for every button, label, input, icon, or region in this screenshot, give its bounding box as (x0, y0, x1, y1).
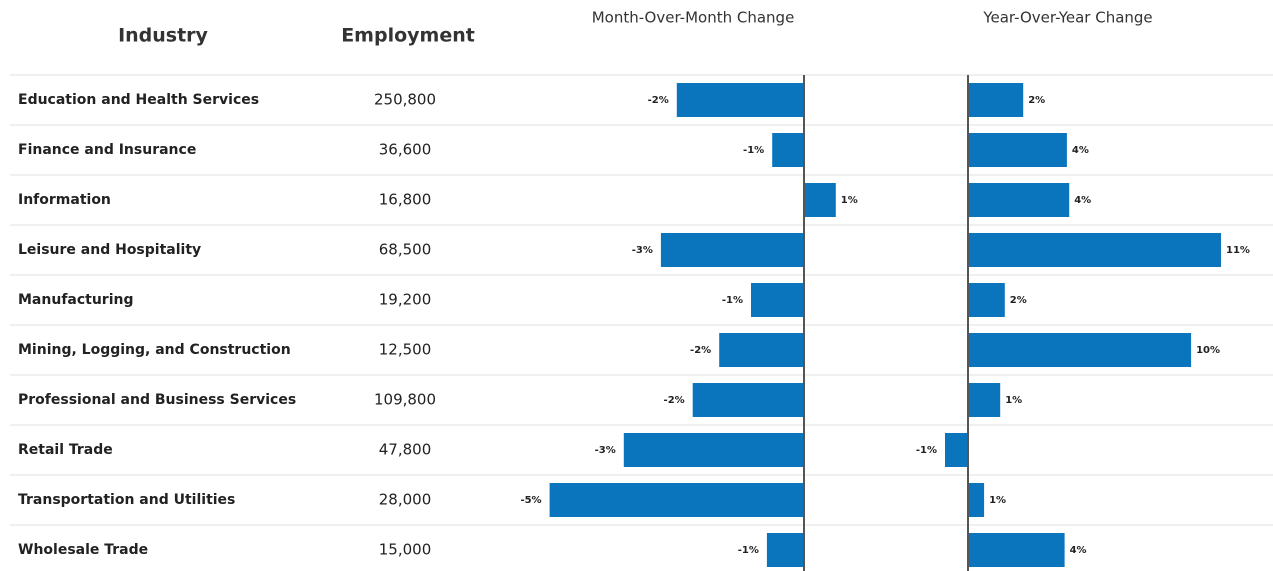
column-header: Year-Over-Year Change (982, 9, 1152, 27)
bar (968, 283, 1005, 317)
industry: Transportation and Utilities (18, 492, 235, 508)
bar (968, 533, 1065, 567)
employment: 15,000 (379, 541, 432, 559)
bar (968, 183, 1070, 217)
value-label: -2% (648, 95, 669, 106)
industry: Information (18, 192, 111, 208)
value-label: -2% (690, 345, 711, 356)
bar (968, 483, 985, 517)
bar (766, 533, 804, 567)
value-label: -5% (520, 495, 541, 506)
bar (751, 283, 804, 317)
industry: Leisure and Hospitality (18, 242, 201, 258)
bar (968, 233, 1221, 267)
employment: 68,500 (379, 241, 432, 259)
bar (968, 83, 1024, 117)
industry: Finance and Insurance (18, 142, 196, 158)
employment: 109,800 (374, 391, 436, 409)
value-label: 2% (1028, 95, 1045, 106)
employment: 16,800 (379, 191, 432, 209)
column-header: Industry (118, 25, 208, 47)
value-label: 1% (841, 195, 858, 206)
value-label: -1% (743, 145, 764, 156)
column-header: Employment (341, 25, 475, 47)
value-label: 1% (1005, 395, 1022, 406)
value-label: -2% (664, 395, 685, 406)
employment: 28,000 (379, 491, 432, 509)
industry: Professional and Business Services (18, 392, 296, 408)
bar (772, 133, 804, 167)
value-label: 10% (1196, 345, 1220, 356)
bar (549, 483, 804, 517)
value-label: -1% (738, 545, 759, 556)
value-label: 1% (989, 495, 1006, 506)
value-label: -1% (916, 445, 937, 456)
value-label: -3% (595, 445, 616, 456)
employment: 19,200 (379, 291, 432, 309)
bar (676, 83, 804, 117)
value-label: 4% (1072, 145, 1089, 156)
industry: Mining, Logging, and Construction (18, 342, 291, 358)
employment: 12,500 (379, 341, 432, 359)
value-label: -3% (632, 245, 653, 256)
industry: Wholesale Trade (18, 542, 148, 558)
bar (660, 233, 804, 267)
bar (968, 333, 1192, 367)
value-label: 2% (1010, 295, 1027, 306)
bar (719, 333, 804, 367)
bar (945, 433, 968, 467)
employment: 36,600 (379, 141, 432, 159)
value-label: 4% (1074, 195, 1091, 206)
industry: Manufacturing (18, 292, 134, 308)
bar (968, 383, 1001, 417)
bar (968, 133, 1067, 167)
bar (692, 383, 804, 417)
value-label: 4% (1070, 545, 1087, 556)
employment: 250,800 (374, 91, 436, 109)
bar (804, 183, 836, 217)
value-label: -1% (722, 295, 743, 306)
industry: Education and Health Services (18, 92, 259, 108)
value-label: 11% (1226, 245, 1250, 256)
column-header: Month-Over-Month Change (592, 9, 795, 27)
employment: 47,800 (379, 441, 432, 459)
bar (623, 433, 804, 467)
industry: Retail Trade (18, 442, 113, 458)
